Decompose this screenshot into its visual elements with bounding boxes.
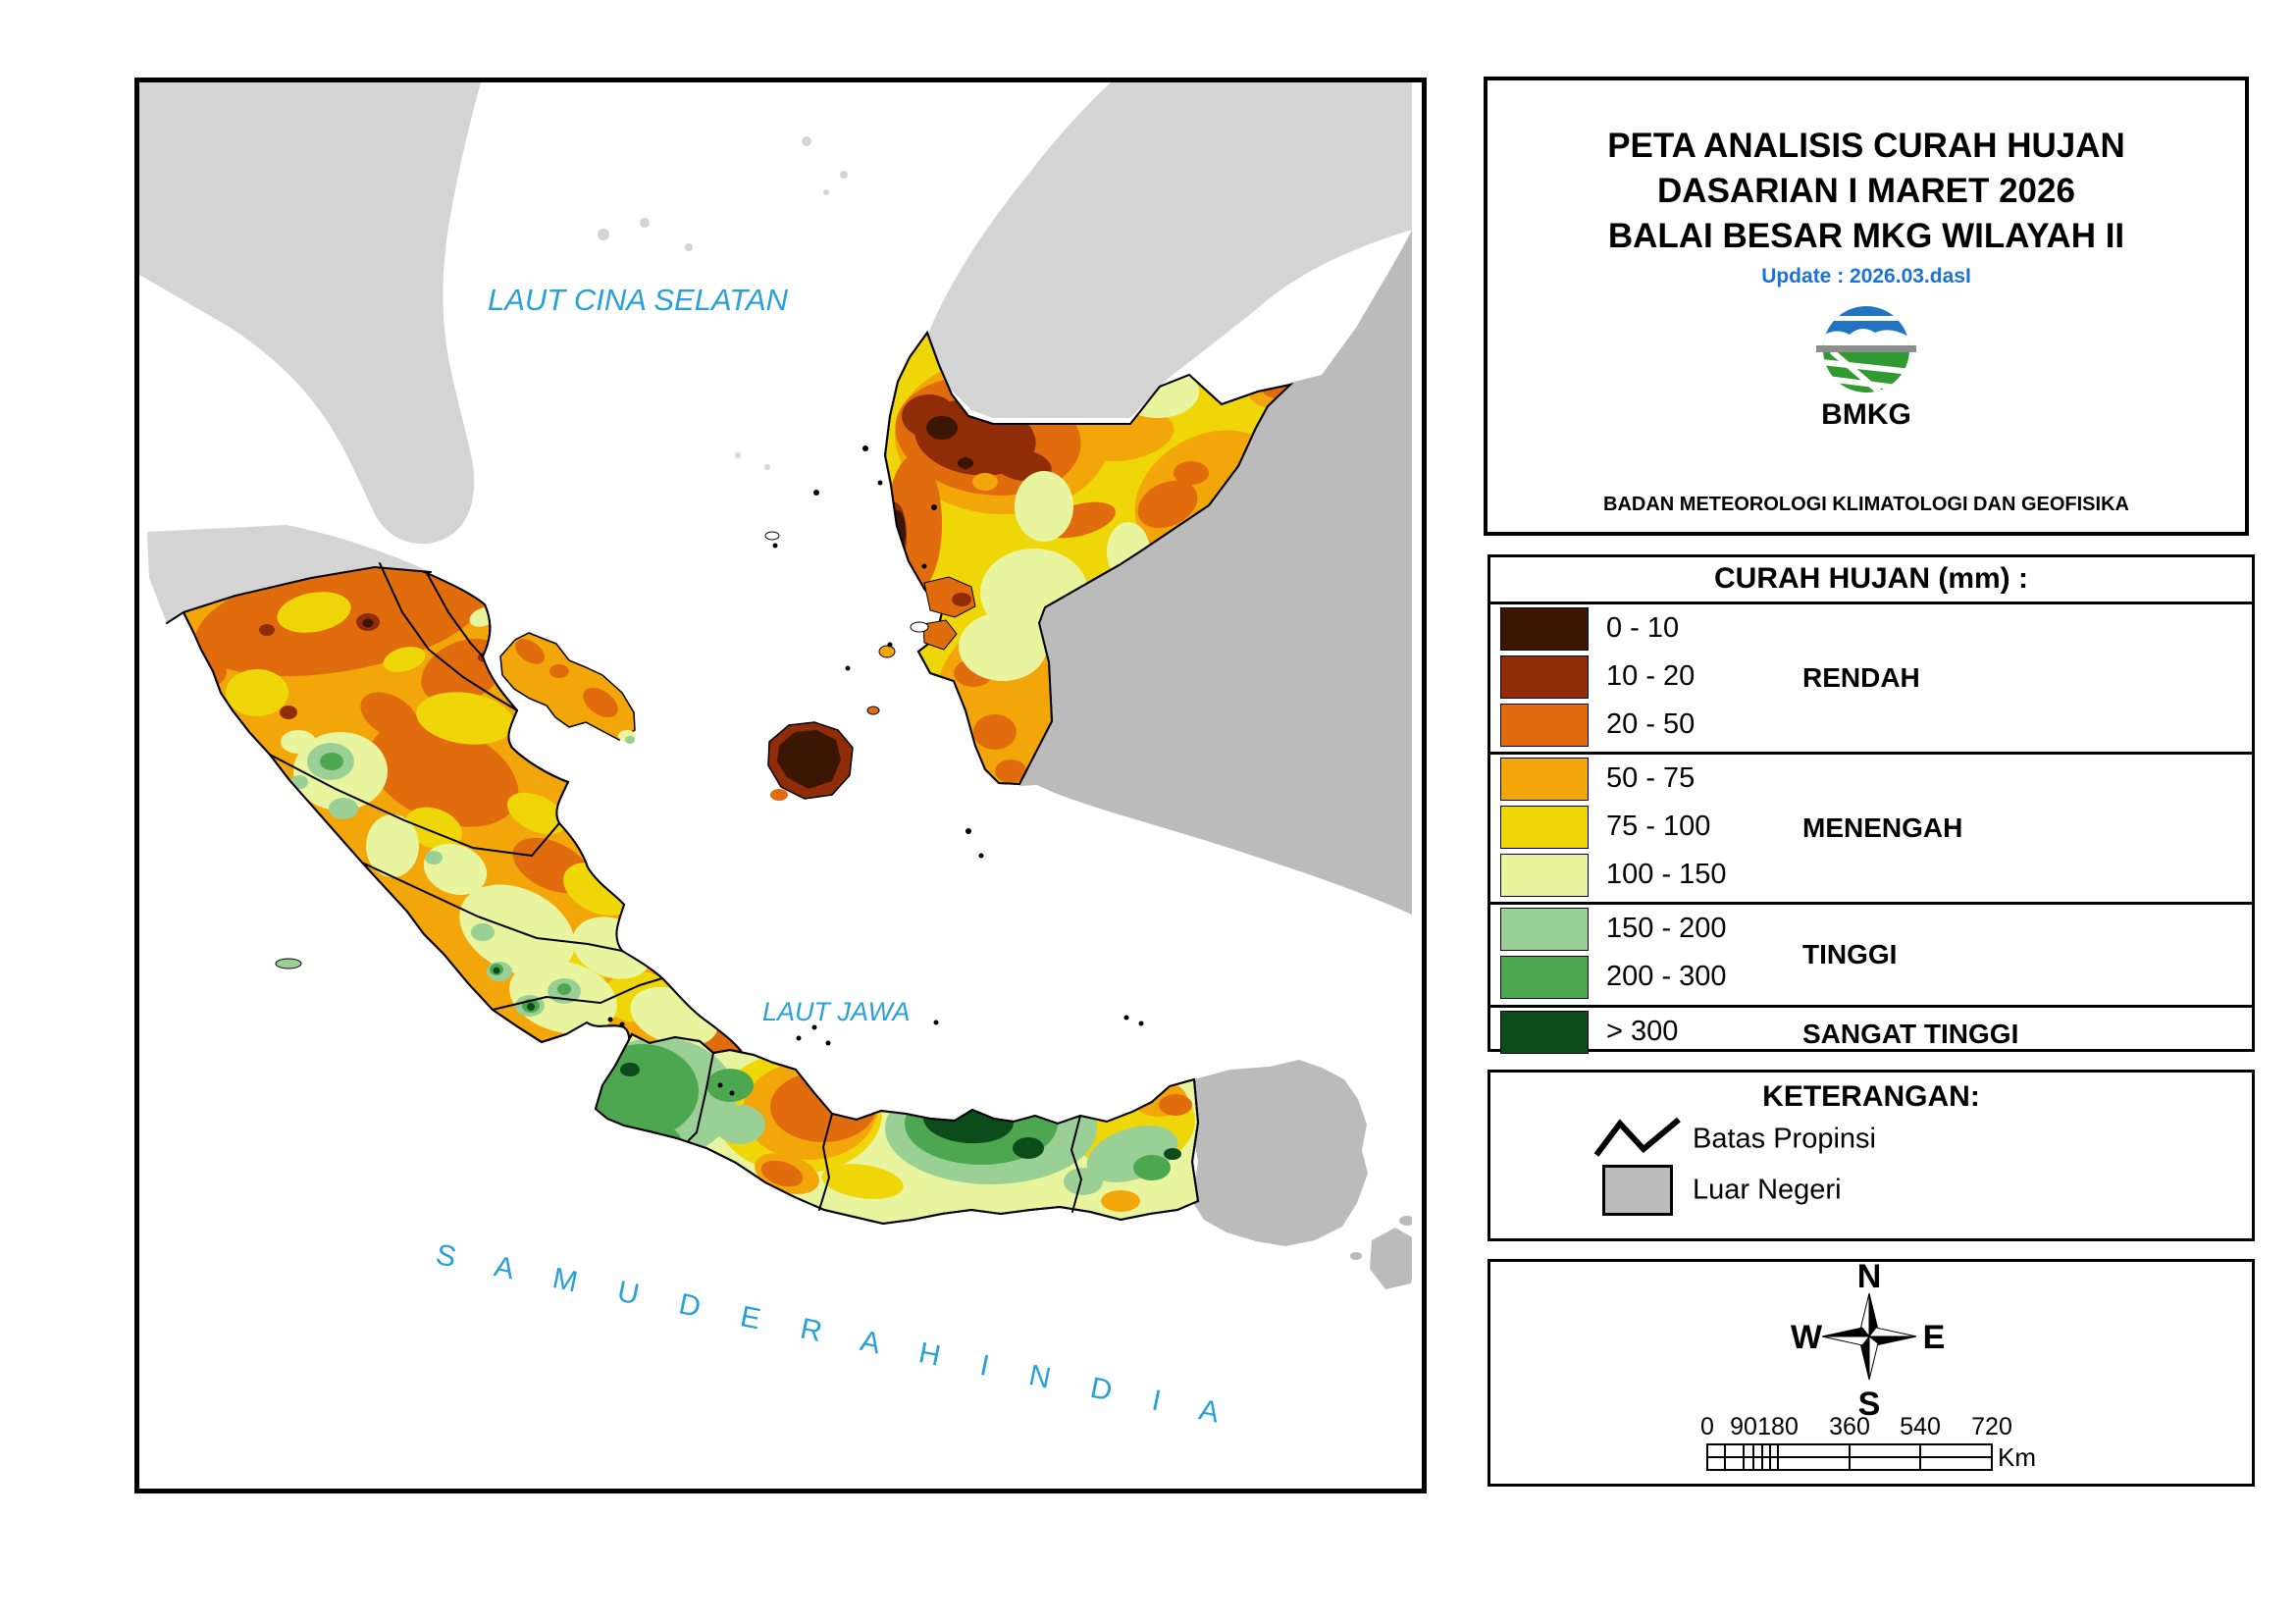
legend-row: 20 - 50 — [1490, 701, 2252, 749]
legend-panel: CURAH HUJAN (mm) : 0 - 10 10 - 20 20 - 5… — [1487, 554, 2255, 1054]
scale-tick-label: 0 — [1700, 1413, 1714, 1440]
compass-w-label: W — [1791, 1319, 1823, 1356]
scale-tick-label: 180 — [1757, 1413, 1799, 1440]
legend-range-label: 100 - 150 — [1606, 859, 1727, 890]
legend-section-tinggi: 150 - 200 200 - 300 TINGGI — [1490, 902, 2252, 1005]
compass-rose: N S W E — [1791, 1258, 1946, 1423]
legend-group-label: MENENGAH — [1802, 812, 1963, 843]
legend-row: 50 - 75 — [1490, 755, 2252, 803]
legend-group-label: TINGGI — [1802, 939, 1898, 969]
legend-range-label: 20 - 50 — [1606, 708, 1696, 740]
map-panel — [134, 78, 1427, 1493]
compass-scale-graphic: N S W E 0 90 180 360 540 720 — [1700, 1258, 2036, 1472]
legend-swatch — [1500, 1010, 1589, 1054]
bmkg-logo-text: BMKG — [1821, 398, 1911, 430]
legend-swatch — [1500, 606, 1589, 651]
keterangan-header: KETERANGAN: — [1762, 1080, 1980, 1113]
keterangan-label: Batas Propinsi — [1693, 1123, 1876, 1155]
legend-row: 100 - 150 — [1490, 851, 2252, 899]
update-label: Update : 2026.03.dasI — [1761, 265, 1971, 288]
legend-header: CURAH HUJAN (mm) : — [1490, 557, 2252, 604]
legend-group-label: SANGAT TINGGI — [1802, 1018, 2019, 1049]
legend-swatch — [1500, 955, 1589, 999]
keterangan-row-batas: Batas Propinsi — [1490, 1114, 2252, 1165]
rainfall-map — [139, 82, 1412, 1479]
legend-row: > 300 — [1490, 1008, 2252, 1056]
legend-swatch — [1500, 853, 1589, 897]
legend-swatch — [1500, 907, 1589, 951]
keterangan-row-luar-negeri: Luar Negeri — [1490, 1165, 2252, 1216]
province-border-icon — [1593, 1117, 1681, 1157]
legend-range-label: 75 - 100 — [1606, 811, 1711, 842]
foreign-land — [139, 82, 1412, 545]
legend-row: 150 - 200 — [1490, 905, 2252, 953]
map-title-line3: BALAI BESAR MKG WILAYAH II — [1607, 217, 2125, 255]
luar-negeri-swatch — [1602, 1165, 1673, 1216]
title-panel: PETA ANALISIS CURAH HUJAN DASARIAN I MAR… — [1484, 77, 2249, 536]
legend-range-label: > 300 — [1606, 1016, 1679, 1047]
legend-range-label: 200 - 300 — [1606, 961, 1727, 992]
legend-swatch — [1500, 805, 1589, 849]
legend-section-menengah: 50 - 75 75 - 100 100 - 150 MENENGAH — [1490, 752, 2252, 902]
map-title-line2: DASARIAN I MARET 2026 — [1657, 172, 2075, 210]
legend-row: 75 - 100 — [1490, 803, 2252, 851]
map-title-line1: PETA ANALISIS CURAH HUJAN — [1607, 127, 2125, 165]
legend-range-label: 50 - 75 — [1606, 762, 1696, 794]
scale-unit-label: Km — [1998, 1442, 2036, 1472]
legend-row: 10 - 20 — [1490, 653, 2252, 701]
region-bangka-belitung — [499, 632, 854, 801]
uncovered-land — [1019, 230, 1412, 1289]
compass-e-label: E — [1923, 1319, 1946, 1356]
small-islands — [275, 445, 1144, 1096]
scale-tick-label: 90 — [1730, 1413, 1757, 1440]
keterangan-label: Luar Negeri — [1693, 1174, 1842, 1206]
scale-tick-label: 720 — [1971, 1413, 2012, 1440]
legend-row: 0 - 10 — [1490, 604, 2252, 653]
compass-n-label: N — [1857, 1262, 1882, 1295]
region-west-kalimantan — [883, 330, 1294, 786]
compass-panel: N S W E 0 90 180 360 540 720 — [1487, 1258, 2255, 1487]
legend-range-label: 0 - 10 — [1606, 612, 1680, 644]
agency-name: BADAN METEOROLOGI KLIMATOLOGI DAN GEOFIS… — [1603, 494, 2129, 515]
scale-tick-label: 540 — [1900, 1413, 1941, 1440]
legend-range-label: 150 - 200 — [1606, 913, 1727, 944]
legend-row: 200 - 300 — [1490, 953, 2252, 1001]
legend-swatch — [1500, 654, 1589, 699]
legend-swatch — [1500, 703, 1589, 747]
legend-group-label: RENDAH — [1802, 662, 1920, 693]
legend-section-rendah: 0 - 10 10 - 20 20 - 50 RENDAH — [1490, 604, 2252, 752]
compass-s-label: S — [1858, 1386, 1881, 1423]
province-boundaries — [166, 562, 1082, 1213]
scale-tick-label: 360 — [1829, 1413, 1870, 1440]
legend-section-sangat-tinggi: > 300 SANGAT TINGGI — [1490, 1005, 2252, 1060]
north-sumatra-gray-cap — [147, 525, 431, 623]
keterangan-panel: KETERANGAN: Batas Propinsi Luar Negeri — [1487, 1070, 2255, 1241]
legend-range-label: 10 - 20 — [1606, 660, 1696, 692]
legend-swatch — [1500, 757, 1589, 801]
bmkg-logo: BMKG — [1487, 300, 2245, 435]
scale-bar: 0 90 180 360 540 720 Km — [1700, 1413, 2036, 1472]
